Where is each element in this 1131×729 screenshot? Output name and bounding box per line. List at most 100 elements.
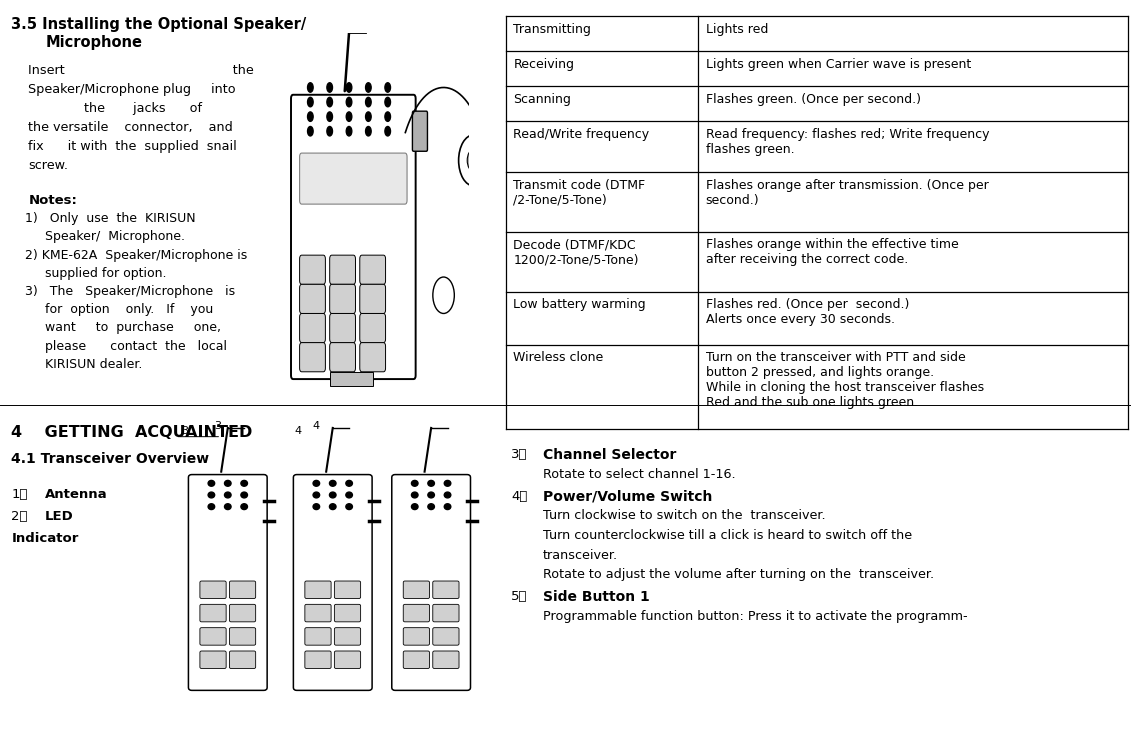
Text: 5．: 5． bbox=[511, 590, 528, 603]
FancyBboxPatch shape bbox=[413, 111, 428, 151]
Text: Side Button 1: Side Button 1 bbox=[543, 590, 649, 604]
FancyBboxPatch shape bbox=[360, 343, 386, 372]
FancyBboxPatch shape bbox=[300, 153, 407, 204]
Text: Turn on the transceiver with PTT and side
button 2 pressed, and lights orange.
W: Turn on the transceiver with PTT and sid… bbox=[706, 351, 984, 410]
Circle shape bbox=[308, 127, 313, 136]
Text: Lights green when Carrier wave is present: Lights green when Carrier wave is presen… bbox=[706, 58, 972, 71]
Text: screw.: screw. bbox=[28, 159, 68, 172]
Circle shape bbox=[444, 480, 451, 486]
Text: Scanning: Scanning bbox=[513, 93, 571, 106]
FancyBboxPatch shape bbox=[305, 628, 331, 645]
Circle shape bbox=[327, 112, 333, 121]
Circle shape bbox=[329, 504, 336, 510]
FancyBboxPatch shape bbox=[360, 313, 386, 343]
Circle shape bbox=[327, 127, 333, 136]
Circle shape bbox=[467, 149, 481, 171]
Text: Turn counterclockwise till a click is heard to switch off the: Turn counterclockwise till a click is he… bbox=[543, 529, 912, 542]
Text: fix      it with  the  supplied  snail: fix it with the supplied snail bbox=[28, 140, 238, 153]
FancyBboxPatch shape bbox=[433, 651, 459, 668]
Circle shape bbox=[433, 277, 455, 313]
Text: the       jacks      of: the jacks of bbox=[28, 102, 202, 115]
FancyBboxPatch shape bbox=[200, 628, 226, 645]
Circle shape bbox=[444, 504, 451, 510]
Circle shape bbox=[208, 492, 215, 498]
Circle shape bbox=[313, 480, 320, 486]
Circle shape bbox=[346, 83, 352, 93]
FancyBboxPatch shape bbox=[330, 343, 355, 372]
Circle shape bbox=[327, 97, 333, 107]
Circle shape bbox=[224, 480, 231, 486]
FancyBboxPatch shape bbox=[305, 604, 331, 622]
Text: Notes:: Notes: bbox=[28, 194, 77, 207]
Circle shape bbox=[241, 504, 248, 510]
Circle shape bbox=[365, 97, 371, 107]
Text: Read/Write frequency: Read/Write frequency bbox=[513, 128, 649, 141]
Text: 3: 3 bbox=[215, 421, 222, 431]
FancyBboxPatch shape bbox=[335, 651, 361, 668]
Circle shape bbox=[365, 127, 371, 136]
Text: Power/Volume Switch: Power/Volume Switch bbox=[543, 490, 713, 504]
Text: 4    GETTING  ACQUAINTED: 4 GETTING ACQUAINTED bbox=[11, 425, 252, 440]
Text: 3.5 Installing the Optional Speaker/: 3.5 Installing the Optional Speaker/ bbox=[11, 17, 307, 32]
Circle shape bbox=[412, 480, 418, 486]
Circle shape bbox=[224, 492, 231, 498]
FancyBboxPatch shape bbox=[300, 313, 326, 343]
FancyBboxPatch shape bbox=[404, 651, 430, 668]
Text: Transmitting: Transmitting bbox=[513, 23, 592, 36]
FancyBboxPatch shape bbox=[300, 343, 326, 372]
Circle shape bbox=[385, 83, 390, 93]
FancyBboxPatch shape bbox=[335, 628, 361, 645]
FancyBboxPatch shape bbox=[330, 313, 355, 343]
FancyBboxPatch shape bbox=[300, 284, 326, 313]
FancyBboxPatch shape bbox=[230, 651, 256, 668]
FancyBboxPatch shape bbox=[335, 604, 361, 622]
Circle shape bbox=[208, 480, 215, 486]
Text: Flashes red. (Once per  second.)
Alerts once every 30 seconds.: Flashes red. (Once per second.) Alerts o… bbox=[706, 298, 909, 326]
Circle shape bbox=[346, 127, 352, 136]
FancyBboxPatch shape bbox=[335, 581, 361, 599]
Text: Flashes orange within the effective time
after receiving the correct code.: Flashes orange within the effective time… bbox=[706, 238, 958, 266]
Text: want     to  purchase     one,: want to purchase one, bbox=[25, 321, 221, 335]
FancyBboxPatch shape bbox=[230, 581, 256, 599]
Text: supplied for option.: supplied for option. bbox=[25, 267, 166, 280]
Text: Channel Selector: Channel Selector bbox=[543, 448, 676, 462]
FancyBboxPatch shape bbox=[391, 475, 470, 690]
Text: 3．: 3． bbox=[511, 448, 528, 461]
Text: 1)   Only  use  the  KIRISUN: 1) Only use the KIRISUN bbox=[25, 212, 196, 225]
Circle shape bbox=[241, 492, 248, 498]
FancyBboxPatch shape bbox=[230, 628, 256, 645]
Circle shape bbox=[428, 480, 434, 486]
Text: 3)   The   Speaker/Microphone   is: 3) The Speaker/Microphone is bbox=[25, 285, 235, 298]
Circle shape bbox=[329, 492, 336, 498]
Text: Flashes orange after transmission. (Once per
second.): Flashes orange after transmission. (Once… bbox=[706, 179, 988, 206]
Text: 3: 3 bbox=[181, 426, 188, 437]
Text: Speaker/  Microphone.: Speaker/ Microphone. bbox=[25, 230, 184, 243]
FancyBboxPatch shape bbox=[305, 581, 331, 599]
FancyBboxPatch shape bbox=[330, 284, 355, 313]
FancyBboxPatch shape bbox=[200, 651, 226, 668]
Circle shape bbox=[346, 492, 353, 498]
Text: Receiving: Receiving bbox=[513, 58, 575, 71]
Text: Insert                                          the: Insert the bbox=[28, 64, 254, 77]
FancyBboxPatch shape bbox=[404, 581, 430, 599]
Text: 1、: 1、 bbox=[11, 488, 28, 502]
Bar bbox=[330, 372, 373, 386]
Circle shape bbox=[241, 480, 248, 486]
FancyBboxPatch shape bbox=[433, 628, 459, 645]
Circle shape bbox=[459, 135, 489, 186]
FancyBboxPatch shape bbox=[200, 604, 226, 622]
Text: Rotate to adjust the volume after turning on the  transceiver.: Rotate to adjust the volume after turnin… bbox=[543, 569, 934, 582]
Circle shape bbox=[346, 480, 353, 486]
Text: 2、: 2、 bbox=[11, 510, 28, 523]
Text: Rotate to select channel 1-16.: Rotate to select channel 1-16. bbox=[543, 468, 735, 481]
FancyBboxPatch shape bbox=[330, 255, 355, 284]
Text: please      contact  the   local: please contact the local bbox=[25, 340, 227, 353]
Text: 2) KME-62A  Speaker/Microphone is: 2) KME-62A Speaker/Microphone is bbox=[25, 249, 248, 262]
Text: Low battery warming: Low battery warming bbox=[513, 298, 646, 311]
Circle shape bbox=[444, 492, 451, 498]
Circle shape bbox=[412, 492, 418, 498]
Text: the versatile    connector,    and: the versatile connector, and bbox=[28, 121, 233, 134]
FancyBboxPatch shape bbox=[433, 581, 459, 599]
FancyBboxPatch shape bbox=[230, 604, 256, 622]
Circle shape bbox=[365, 112, 371, 121]
